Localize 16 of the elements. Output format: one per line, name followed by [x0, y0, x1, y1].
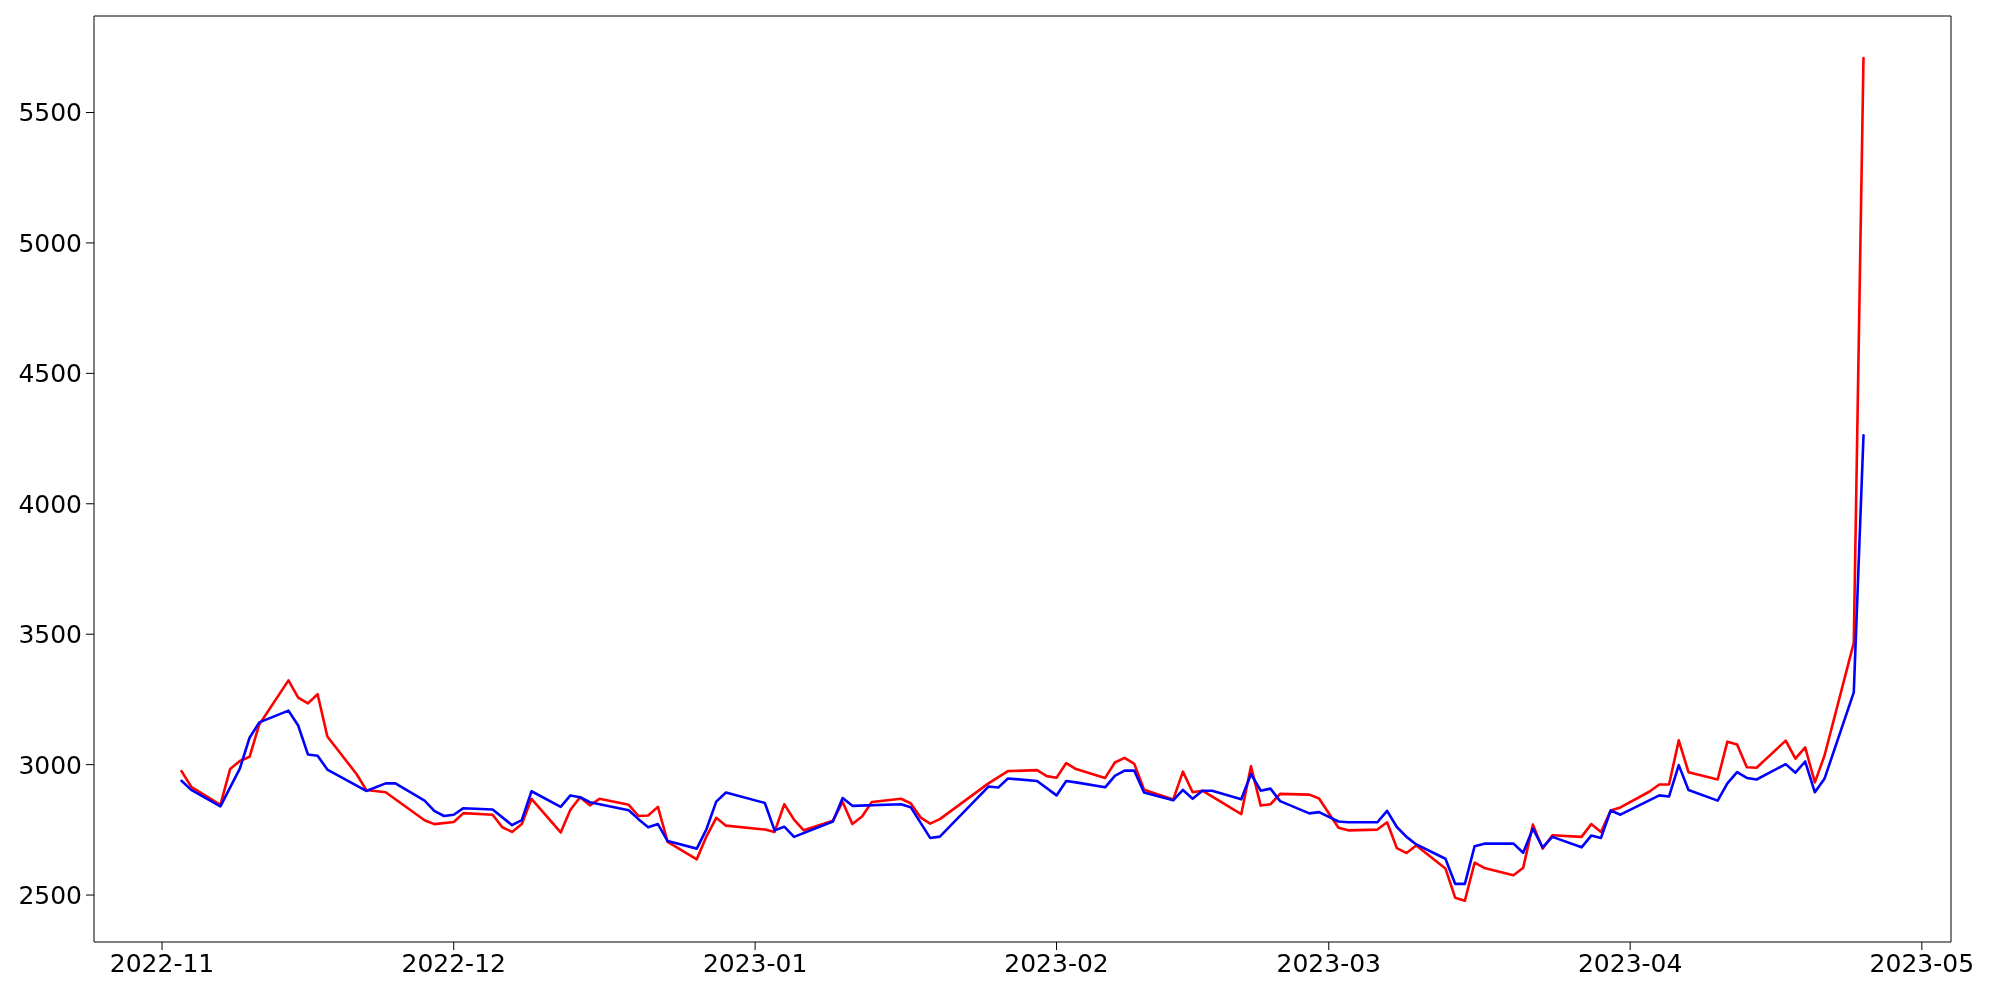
x-tick-label: 2023-04: [1577, 948, 1683, 978]
x-tick-label: 2023-01: [702, 948, 808, 978]
x-tick-label: 2022-12: [401, 948, 506, 978]
y-tick-label: 2500: [18, 880, 82, 910]
x-tick-label: 2022-11: [109, 948, 215, 978]
y-tick-label: 3000: [18, 750, 82, 780]
x-tick-label: 2023-05: [1869, 948, 1975, 978]
y-tick-label: 5000: [18, 228, 82, 258]
line-series: [180, 56, 1865, 903]
y-tick-label: 4500: [18, 359, 82, 389]
line-series: [180, 433, 1865, 886]
y-tick-label: 4000: [18, 489, 82, 519]
x-tick-label: 2023-03: [1276, 948, 1381, 978]
x-tick-label: 2023-02: [1004, 948, 1109, 978]
y-tick-label: 3500: [18, 620, 82, 650]
y-tick-label: 5500: [18, 98, 82, 128]
